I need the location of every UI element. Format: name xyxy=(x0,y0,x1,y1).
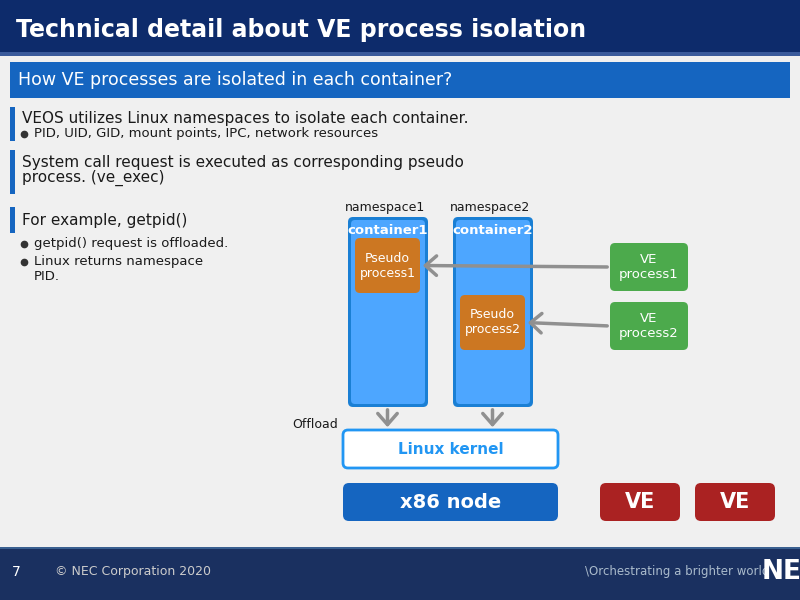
Text: namespace1: namespace1 xyxy=(345,202,425,214)
Text: How VE processes are isolated in each container?: How VE processes are isolated in each co… xyxy=(18,71,452,89)
Text: PID.: PID. xyxy=(34,271,60,283)
Bar xyxy=(0,547,800,549)
Text: VE: VE xyxy=(625,492,655,512)
Text: process. (ve_exec): process. (ve_exec) xyxy=(22,170,165,186)
Text: x86 node: x86 node xyxy=(400,493,501,511)
Bar xyxy=(10,62,790,98)
Text: VE: VE xyxy=(720,492,750,512)
Text: Offload: Offload xyxy=(292,419,338,431)
FancyBboxPatch shape xyxy=(343,430,558,468)
Text: Pseudo
process1: Pseudo process1 xyxy=(359,251,415,280)
Text: Linux returns namespace: Linux returns namespace xyxy=(34,256,203,269)
FancyBboxPatch shape xyxy=(460,295,525,350)
Bar xyxy=(0,548,800,600)
Text: getpid() request is offloaded.: getpid() request is offloaded. xyxy=(34,238,228,251)
Text: 7: 7 xyxy=(12,565,21,579)
FancyBboxPatch shape xyxy=(343,483,558,521)
FancyBboxPatch shape xyxy=(456,220,530,404)
Bar xyxy=(0,52,800,56)
Text: VE
process1: VE process1 xyxy=(619,253,679,281)
Text: namespace2: namespace2 xyxy=(450,202,530,214)
Text: For example, getpid(): For example, getpid() xyxy=(22,212,187,227)
Text: NEC: NEC xyxy=(762,559,800,585)
FancyBboxPatch shape xyxy=(600,483,680,521)
Text: © NEC Corporation 2020: © NEC Corporation 2020 xyxy=(55,565,211,578)
Text: VE
process2: VE process2 xyxy=(619,312,679,340)
Text: VEOS utilizes Linux namespaces to isolate each container.: VEOS utilizes Linux namespaces to isolat… xyxy=(22,110,469,125)
Text: Linux kernel: Linux kernel xyxy=(398,442,503,457)
FancyBboxPatch shape xyxy=(695,483,775,521)
Text: container1: container1 xyxy=(348,224,428,238)
FancyBboxPatch shape xyxy=(351,220,425,404)
Bar xyxy=(10,150,15,194)
FancyBboxPatch shape xyxy=(348,217,428,407)
FancyBboxPatch shape xyxy=(453,217,533,407)
Bar xyxy=(10,207,15,233)
FancyBboxPatch shape xyxy=(610,302,688,350)
FancyBboxPatch shape xyxy=(355,238,420,293)
Text: container2: container2 xyxy=(453,224,534,238)
Text: Technical detail about VE process isolation: Technical detail about VE process isolat… xyxy=(16,18,586,42)
Text: System call request is executed as corresponding pseudo: System call request is executed as corre… xyxy=(22,154,464,169)
Text: \Orchestrating a brighter world: \Orchestrating a brighter world xyxy=(585,565,770,578)
Bar xyxy=(10,107,15,141)
Text: PID, UID, GID, mount points, IPC, network resources: PID, UID, GID, mount points, IPC, networ… xyxy=(34,127,378,140)
FancyBboxPatch shape xyxy=(610,243,688,291)
Text: Pseudo
process2: Pseudo process2 xyxy=(465,308,521,337)
Bar xyxy=(0,0,800,52)
